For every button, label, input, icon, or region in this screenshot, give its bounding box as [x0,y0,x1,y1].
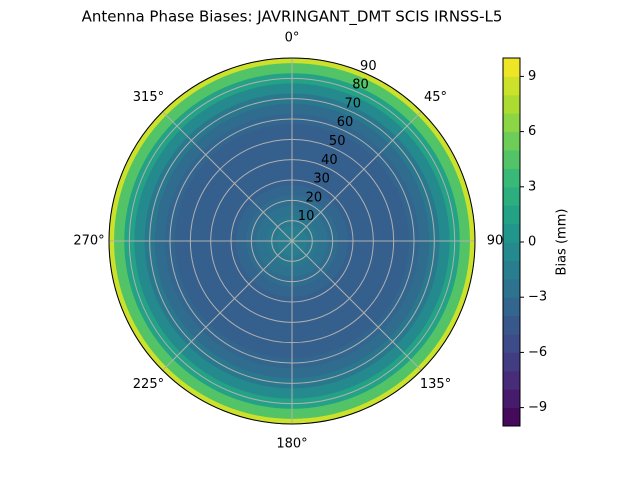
colorbar-band [503,242,520,261]
r-tick-label: 60 [337,115,354,130]
colorbar-band [503,297,520,317]
colorbar-band [503,407,520,427]
colorbar-tick-label: −6 [528,345,547,360]
colorbar-tick-label: 6 [528,124,536,139]
theta-tick-label: 225° [133,377,164,392]
colorbar-label: Bias (mm) [555,209,570,276]
r-tick-label: 40 [321,153,338,168]
r-tick-label: 20 [306,190,323,205]
colorbar-band [503,205,520,225]
colorbar-band [503,334,520,353]
theta-tick-label: 315° [133,90,164,105]
colorbar-band [503,150,520,169]
grid-spoke [162,240,293,371]
colorbar-tick-label: 9 [528,69,536,84]
colorbar-band [503,94,520,114]
colorbar-band [503,76,520,96]
colorbar-band [503,131,520,151]
colorbar-band [503,370,520,390]
theta-tick-label: 135° [420,377,451,392]
grid-spoke [162,111,293,242]
grid-spoke [291,240,422,371]
polar-frame [108,57,476,425]
colorbar-band [503,278,520,298]
colorbar-tick-label: 3 [528,179,536,194]
colorbar-tick-label: −3 [528,290,547,305]
r-tick-label: 80 [352,78,369,93]
colorbar-band [503,223,520,243]
grid-spoke [291,111,422,242]
r-tick-label: 50 [329,134,346,149]
colorbar-band [503,352,520,372]
colorbar-band [503,186,520,206]
chart-title: Antenna Phase Biases: JAVRINGANT_DMT SCI… [82,8,503,27]
theta-tick-label: 45° [424,90,447,105]
colorbar-band [503,58,520,77]
r-tick-label: 10 [298,209,315,224]
colorbar-tick-label: −9 [528,400,547,415]
r-tick-label: 30 [313,172,330,187]
colorbar-band [503,260,520,280]
r-tick-label: 90 [360,59,377,74]
theta-tick-label: 0° [285,31,300,46]
colorbar-band [503,389,520,409]
colorbar-band [503,315,520,335]
theta-tick-label: 270° [73,234,104,249]
colorbar-band [503,113,520,133]
colorbar-tick-label: 0 [528,235,536,250]
theta-tick-label: 90 [487,234,504,249]
colorbar-band [503,168,520,188]
r-tick-label: 70 [344,96,361,111]
theta-tick-label: 180° [276,437,307,452]
